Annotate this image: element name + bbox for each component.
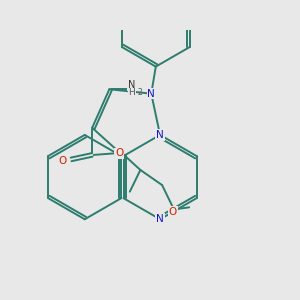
Text: O: O bbox=[59, 156, 67, 166]
Text: 2: 2 bbox=[137, 88, 142, 98]
Text: O: O bbox=[169, 207, 177, 217]
Text: N: N bbox=[156, 130, 164, 140]
Text: N: N bbox=[128, 80, 136, 90]
Text: H: H bbox=[128, 88, 135, 98]
Text: N: N bbox=[147, 89, 155, 99]
Text: O: O bbox=[115, 148, 123, 158]
Text: N: N bbox=[156, 214, 164, 224]
